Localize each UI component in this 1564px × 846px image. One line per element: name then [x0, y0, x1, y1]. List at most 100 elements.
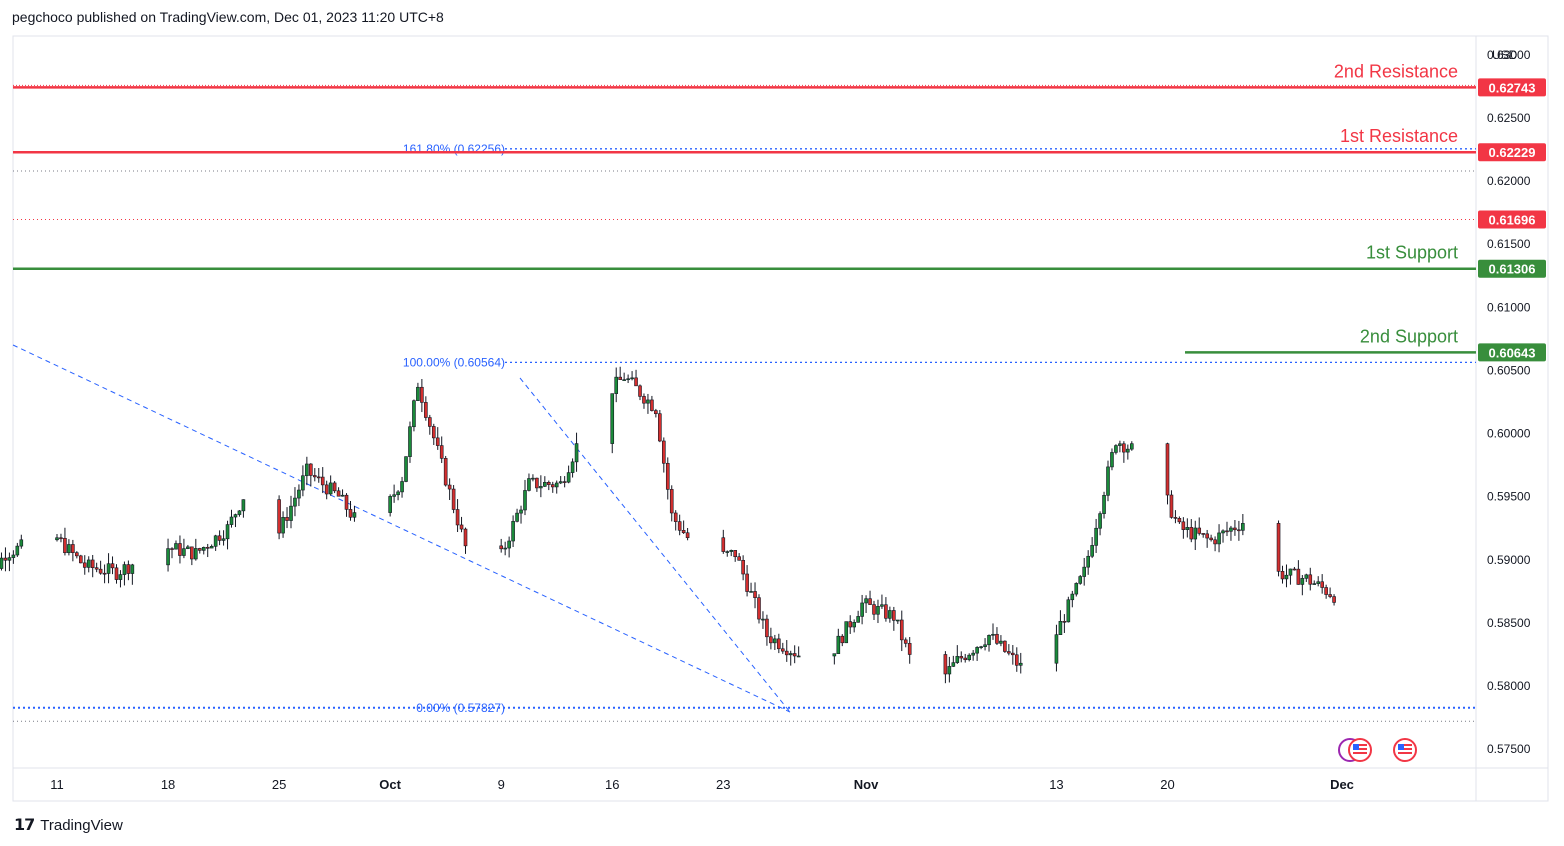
candle-body	[404, 456, 408, 482]
candle-body	[1181, 521, 1186, 530]
candle-body	[59, 537, 63, 540]
candle-body	[955, 656, 960, 663]
candle-body	[899, 619, 904, 641]
candle-body	[519, 509, 523, 514]
candle-body	[499, 545, 503, 550]
candle-body	[63, 537, 67, 554]
candle-body	[1189, 527, 1194, 540]
candle-body	[217, 535, 222, 541]
candle-body	[860, 602, 864, 617]
candle-body	[1205, 533, 1209, 539]
us-flag-event-icon[interactable]	[1338, 738, 1372, 762]
candle-body	[1213, 539, 1217, 545]
candle-body	[229, 516, 234, 525]
tradingview-footer[interactable]: 𝟭𝟳 TradingView	[14, 815, 123, 835]
candle-body	[190, 546, 194, 560]
candle-body	[1229, 527, 1233, 532]
candle-body	[1114, 445, 1118, 453]
candle-body	[836, 635, 841, 654]
candle-body	[765, 618, 769, 638]
candle-body	[1086, 555, 1090, 568]
candle-body	[753, 591, 757, 598]
candle-body	[995, 633, 999, 644]
candle-body	[75, 552, 79, 557]
candle-body	[773, 638, 777, 644]
candle-body	[221, 538, 226, 541]
candle-body	[439, 445, 444, 459]
candle-body	[535, 477, 539, 489]
candle-body	[98, 568, 103, 574]
candle-body	[856, 616, 860, 623]
candle-body	[1185, 527, 1190, 530]
candle-body	[197, 548, 202, 551]
candle-body	[665, 462, 670, 490]
candle-body	[574, 443, 579, 463]
candle-body	[1233, 527, 1237, 531]
candle-body	[277, 499, 281, 534]
candle-body	[1066, 599, 1071, 623]
candle-body	[11, 554, 16, 558]
candle-body	[967, 654, 971, 661]
candle-body	[507, 540, 511, 549]
candle-body	[328, 482, 333, 495]
candle-body	[971, 652, 975, 656]
candle-body	[1296, 568, 1301, 585]
candle-body	[733, 550, 737, 558]
candle-body	[301, 475, 305, 491]
candle-body	[459, 524, 464, 530]
currency-label: USD	[1492, 48, 1518, 62]
candle-body	[558, 481, 563, 484]
candle-body	[892, 610, 896, 621]
candle-body	[336, 490, 341, 497]
candle-body	[1177, 518, 1182, 523]
y-tick-label: 0.61000	[1487, 300, 1531, 314]
candle-body	[416, 386, 420, 401]
candle-body	[126, 564, 131, 574]
fib-level-label: 0.00% (0.57827)	[416, 701, 505, 715]
fibonacci-extension: 161.80% (0.62256) 100.00% (0.60564) 0.00% …	[12, 142, 1476, 722]
candle-body	[205, 547, 210, 549]
candle-body	[1118, 443, 1122, 446]
candle-body	[757, 597, 761, 620]
candle-body	[451, 488, 456, 510]
candle-body	[511, 521, 515, 542]
candle-body	[281, 517, 285, 534]
candle-body	[67, 544, 71, 554]
x-tick-label: 20	[1160, 777, 1174, 792]
candle-body	[1169, 494, 1174, 518]
us-flag-event-icon[interactable]	[1393, 738, 1417, 762]
candle-body	[78, 555, 83, 564]
candle-body	[289, 505, 293, 521]
y-tick-label: 0.60500	[1487, 363, 1531, 377]
candle-body	[293, 497, 297, 507]
candle-body	[424, 402, 428, 418]
event-icons[interactable]	[1338, 738, 1417, 762]
candle-body	[71, 544, 75, 553]
candle-body	[896, 619, 900, 622]
candle-body	[420, 386, 424, 403]
support-resistance-levels: 2nd Resistance 0.62743 1st Resistance 0.622…	[13, 61, 1546, 362]
candle-body	[241, 499, 246, 512]
candle-body	[1078, 576, 1083, 584]
candle-body	[515, 512, 519, 522]
candle-body	[1320, 581, 1324, 588]
candle-body	[1122, 443, 1126, 453]
candle-body	[1328, 594, 1332, 597]
candle-body	[1304, 574, 1309, 579]
candle-body	[1241, 523, 1245, 531]
candle-body	[745, 573, 749, 592]
candle-body	[852, 622, 856, 628]
candle-body	[1288, 568, 1293, 576]
y-axis-ticks: 0.63000 0.62500 0.62000 0.61500 0.61000 0.605…	[1487, 48, 1531, 756]
candle-body	[531, 477, 535, 480]
level-price-tag	[1478, 78, 1546, 97]
candle-body	[90, 559, 95, 569]
candle-body	[388, 496, 392, 513]
candle-body	[130, 564, 135, 574]
candle-body	[94, 567, 99, 570]
candle-body	[618, 376, 622, 380]
candle-body	[527, 478, 531, 491]
candle-body	[1312, 583, 1317, 585]
candles	[0, 366, 1336, 684]
